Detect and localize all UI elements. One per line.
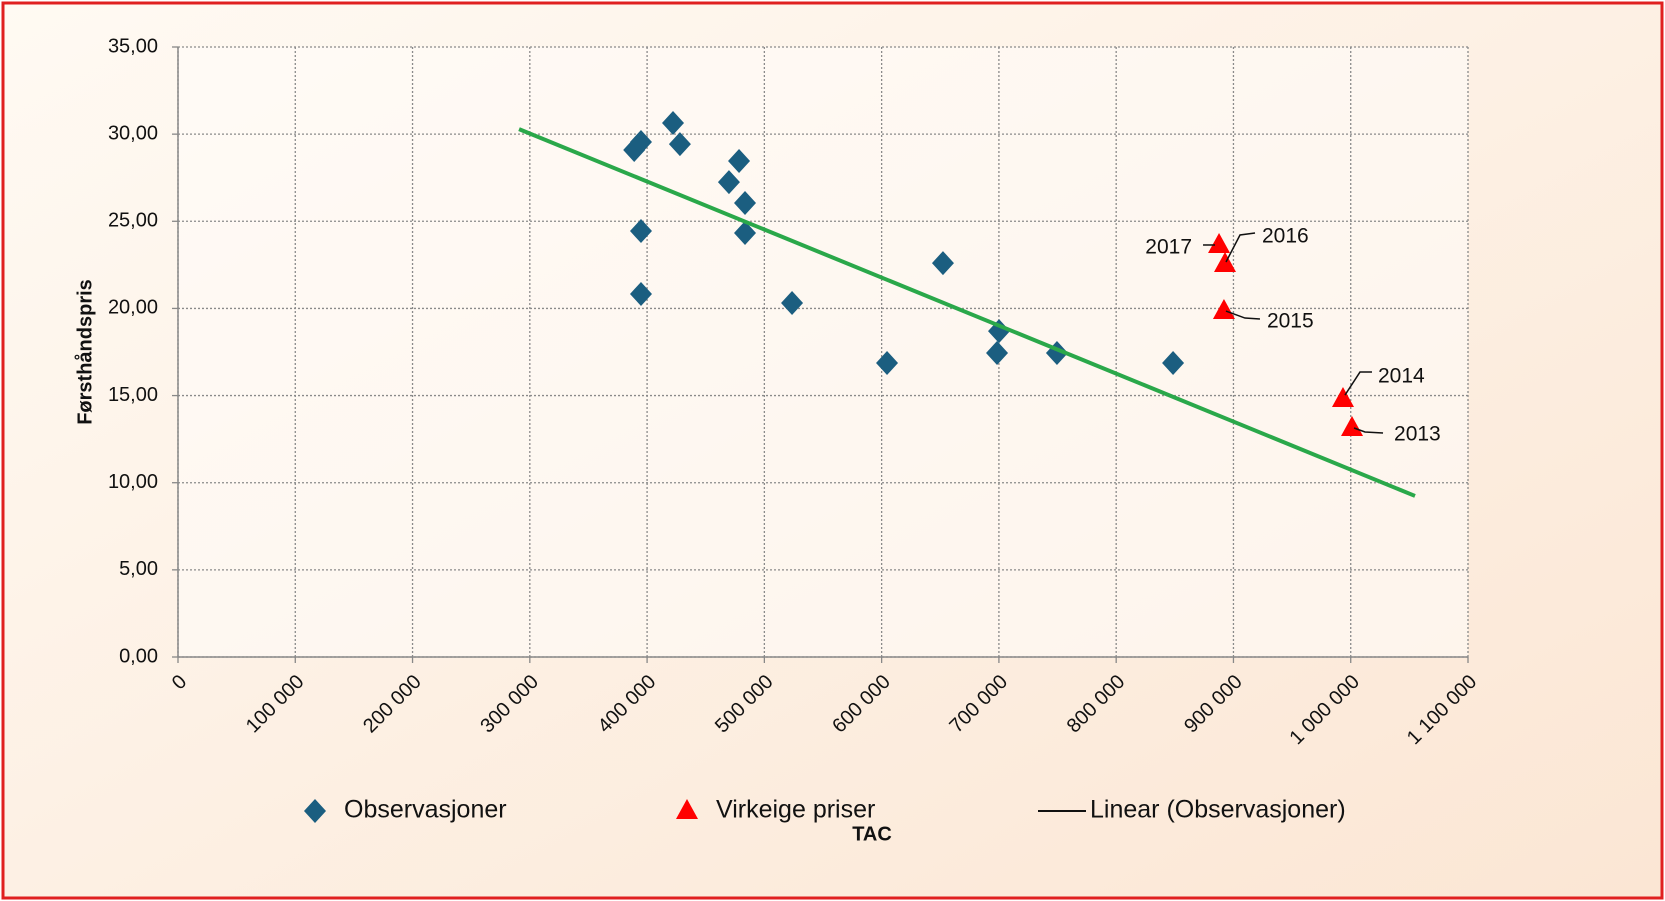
trend-line <box>518 127 1416 498</box>
y-tick-label: 30,00 <box>108 122 158 144</box>
diamond-point <box>781 291 804 316</box>
triangle-point <box>1341 415 1364 436</box>
diamond-point <box>629 281 652 306</box>
diamond-point <box>668 132 691 157</box>
leader-line <box>1344 371 1372 396</box>
diamond-point <box>629 219 652 244</box>
legend-label: Observasjoner <box>344 796 507 824</box>
y-tick-label: 20,00 <box>108 297 158 319</box>
diamond-point <box>876 350 899 375</box>
y-tick-label: 0,00 <box>119 645 158 667</box>
leader-line <box>1353 427 1384 434</box>
point-label: 2017 <box>1145 236 1192 259</box>
diamond-point <box>662 110 685 135</box>
diamond-point <box>986 341 1009 366</box>
legend-swatch <box>304 799 326 823</box>
diamond-point <box>728 148 751 173</box>
point-label: 2016 <box>1262 225 1309 248</box>
plot-area <box>178 47 1468 657</box>
diamond-point <box>734 190 757 215</box>
triangle-point <box>1212 299 1235 320</box>
y-tick-label: 10,00 <box>108 471 158 493</box>
point-label: 2014 <box>1378 365 1425 388</box>
y-axis-title: Førsthåndspris <box>73 279 96 425</box>
leader-line <box>1225 232 1256 263</box>
diamond-point <box>1162 350 1185 375</box>
y-tick-label: 35,00 <box>108 35 158 57</box>
diamond-point <box>629 129 652 154</box>
leader-line <box>1225 310 1261 320</box>
y-tick-label: 15,00 <box>108 384 158 406</box>
point-label: 2013 <box>1394 423 1441 446</box>
triangle-point <box>1331 387 1354 408</box>
x-axis-title: TAC <box>852 823 892 845</box>
y-tick-label: 5,00 <box>119 558 158 580</box>
triangle-point <box>1214 251 1237 272</box>
diamond-point <box>734 220 757 245</box>
diamond-point <box>717 170 740 195</box>
triangle-point <box>1208 232 1231 253</box>
point-label: 2015 <box>1267 310 1314 333</box>
legend-label: Linear (Observasjoner) <box>1090 796 1346 824</box>
diamond-point <box>931 251 954 276</box>
y-tick-label: 25,00 <box>108 210 158 232</box>
legend-swatch <box>676 799 698 819</box>
legend-label: Virkeige priser <box>716 796 875 824</box>
